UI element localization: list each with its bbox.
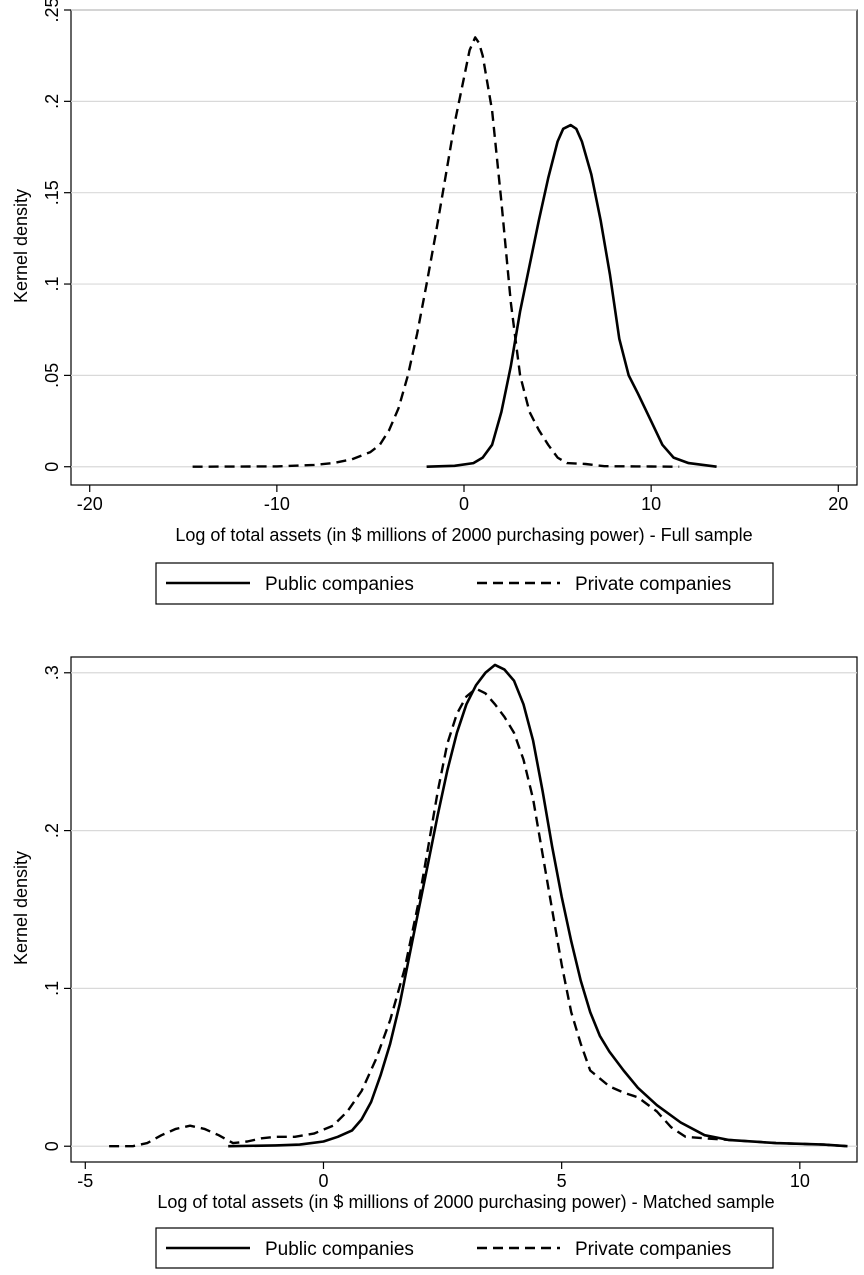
x-tick-label: 0 (459, 494, 469, 514)
legend-label-private: Private companies (575, 1239, 731, 1260)
x-tick-label: -20 (77, 494, 103, 514)
x-tick-label: -5 (77, 1171, 93, 1191)
x-axis-title: Log of total assets (in $ millions of 20… (175, 525, 752, 545)
y-tick-label: .05 (42, 363, 62, 388)
y-axis: 0 .1 .2 .3 (42, 665, 71, 1151)
y-tick-label: .1 (42, 981, 62, 996)
x-axis: -20 -10 0 10 20 (77, 485, 848, 514)
series-line-private (109, 687, 848, 1148)
y-axis-title: Kernel density (11, 189, 31, 303)
series-line-private (192, 36, 680, 468)
x-tick-label: -10 (264, 494, 290, 514)
legend-label-public: Public companies (265, 574, 414, 595)
legend: Public companies Private companies (155, 1227, 774, 1269)
series-line-public (426, 123, 717, 468)
x-axis-title: Log of total assets (in $ millions of 20… (157, 1192, 774, 1212)
x-tick-label: 10 (790, 1171, 810, 1191)
x-tick-label: 10 (641, 494, 661, 514)
y-tick-label: .15 (42, 180, 62, 205)
plot-region (70, 656, 858, 1163)
series-line-public (228, 663, 848, 1148)
y-tick-label: .3 (42, 665, 62, 680)
plot-region (70, 9, 858, 486)
y-tick-label: .1 (42, 277, 62, 292)
series-lines (109, 663, 848, 1148)
chart-panel-full-sample: 0 .05 .1 .15 .2 .25 -20 -10 0 10 20 Kernel densit… (11, 0, 858, 605)
chart-panel-matched-sample: 0 .1 .2 .3 -5 0 5 10 Kernel density Log of tot… (11, 656, 858, 1269)
y-axis-title: Kernel density (11, 851, 31, 965)
y-tick-label: .25 (42, 0, 62, 23)
y-tick-label: 0 (42, 1141, 62, 1151)
legend-box (155, 562, 774, 605)
series-lines (192, 36, 717, 468)
x-axis: -5 0 5 10 (77, 1162, 810, 1191)
x-tick-label: 20 (828, 494, 848, 514)
gridlines (71, 672, 857, 1147)
y-tick-label: .2 (42, 94, 62, 109)
x-tick-label: 0 (318, 1171, 328, 1191)
legend-label-private: Private companies (575, 574, 731, 595)
legend: Public companies Private companies (155, 562, 774, 605)
legend-box (155, 1227, 774, 1269)
y-tick-label: .2 (42, 823, 62, 838)
x-tick-label: 5 (557, 1171, 567, 1191)
legend-label-public: Public companies (265, 1239, 414, 1260)
y-tick-label: 0 (42, 462, 62, 472)
y-axis: 0 .05 .1 .15 .2 .25 (42, 0, 71, 472)
